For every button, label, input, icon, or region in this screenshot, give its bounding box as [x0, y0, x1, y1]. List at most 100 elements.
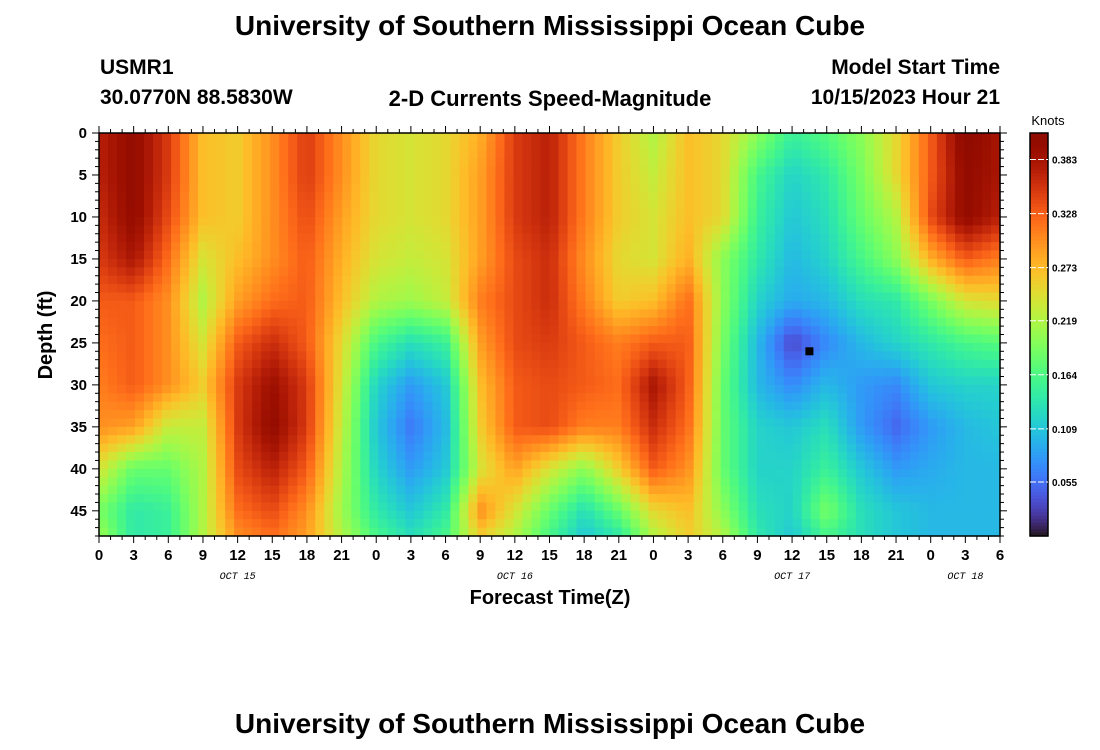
heatmap-cell — [972, 300, 983, 310]
heatmap-cell — [450, 284, 460, 294]
heatmap-cell — [702, 401, 713, 411]
heatmap-cell — [837, 149, 848, 159]
heatmap-cell — [540, 317, 551, 327]
heatmap-cell — [936, 208, 947, 218]
heatmap-cell — [126, 342, 136, 352]
heatmap-cell — [522, 133, 533, 142]
heatmap-cell — [603, 317, 614, 327]
heatmap-cell — [477, 258, 488, 268]
heatmap-cell — [396, 452, 406, 462]
heatmap-cell — [396, 317, 406, 327]
heatmap-cell — [603, 485, 614, 495]
heatmap-cell — [117, 384, 127, 394]
heatmap-cell — [342, 317, 352, 327]
heatmap-cell — [702, 384, 713, 394]
heatmap-cell — [603, 342, 614, 352]
heatmap-cell — [153, 309, 163, 319]
heatmap-cell — [765, 527, 776, 537]
heatmap-cell — [873, 191, 884, 201]
heatmap-cell — [387, 208, 397, 218]
heatmap-cell — [954, 527, 965, 537]
heatmap-cell — [981, 200, 992, 210]
heatmap-cell — [972, 216, 983, 226]
heatmap-cell — [936, 393, 947, 403]
heatmap-cell — [900, 133, 911, 142]
heatmap-cell — [342, 510, 352, 520]
heatmap-cell — [882, 443, 893, 453]
heatmap-cell — [549, 250, 560, 260]
heatmap-cell — [675, 141, 686, 151]
heatmap-cell — [765, 200, 776, 210]
heatmap-cell — [657, 351, 668, 361]
heatmap-cell — [576, 208, 587, 218]
heatmap-cell — [135, 494, 145, 504]
heatmap-cell — [828, 460, 839, 470]
heatmap-cell — [216, 174, 226, 184]
heatmap-cell — [405, 200, 415, 210]
heatmap-cell — [369, 485, 379, 495]
heatmap-cell — [162, 435, 172, 445]
heatmap-cell — [549, 368, 560, 378]
heatmap-cell — [342, 351, 352, 361]
heatmap-cell — [765, 410, 776, 420]
heatmap-cell — [801, 174, 812, 184]
heatmap-cell — [729, 494, 740, 504]
heatmap-cell — [882, 225, 893, 235]
heatmap-cell — [864, 133, 875, 142]
heatmap-cell — [126, 250, 136, 260]
heatmap-cell — [945, 527, 956, 537]
heatmap-cell — [819, 174, 830, 184]
heatmap-cell — [549, 133, 560, 142]
heatmap-cell — [927, 317, 938, 327]
heatmap-cell — [207, 418, 217, 428]
heatmap-cell — [387, 460, 397, 470]
heatmap-cell — [792, 443, 803, 453]
heatmap-cell — [396, 242, 406, 252]
heatmap-cell — [405, 393, 415, 403]
heatmap-cell — [846, 393, 857, 403]
heatmap-cell — [864, 351, 875, 361]
heatmap-cell — [459, 384, 470, 394]
heatmap-cell — [783, 410, 794, 420]
heatmap-cell — [441, 334, 451, 344]
heatmap-cell — [180, 225, 190, 235]
heatmap-cell — [900, 443, 911, 453]
heatmap-cell — [900, 359, 911, 369]
station-id: USMR1 — [100, 56, 174, 79]
heatmap-cell — [99, 250, 109, 260]
heatmap-cell — [234, 519, 244, 529]
heatmap-cell — [747, 468, 758, 478]
heatmap-cell — [864, 443, 875, 453]
heatmap-cell — [477, 233, 488, 243]
heatmap-cell — [468, 477, 479, 487]
heatmap-cell — [189, 317, 199, 327]
heatmap-cell — [225, 401, 235, 411]
heatmap-cell — [621, 141, 632, 151]
heatmap-cell — [990, 317, 1001, 327]
heatmap-cell — [738, 258, 749, 268]
heatmap-cell — [180, 410, 190, 420]
heatmap-cell — [927, 267, 938, 277]
heatmap-cell — [234, 258, 244, 268]
heatmap-cell — [342, 527, 352, 537]
heatmap-cell — [540, 351, 551, 361]
heatmap-cell — [432, 133, 442, 142]
heatmap-cell — [873, 393, 884, 403]
heatmap-cell — [558, 527, 569, 537]
heatmap-cell — [441, 174, 451, 184]
heatmap-cell — [243, 410, 253, 420]
heatmap-cell — [684, 225, 695, 235]
heatmap-cell — [405, 468, 415, 478]
heatmap-cell — [135, 359, 145, 369]
heatmap-cell — [459, 317, 470, 327]
heatmap-cell — [585, 527, 596, 537]
heatmap-cell — [225, 233, 235, 243]
heatmap-cell — [549, 309, 560, 319]
heatmap-cell — [990, 216, 1001, 226]
heatmap-cell — [99, 284, 109, 294]
heatmap-cell — [504, 393, 515, 403]
heatmap-cell — [117, 267, 127, 277]
heatmap-cell — [891, 485, 902, 495]
heatmap-cell — [342, 292, 352, 302]
heatmap-cell — [990, 401, 1001, 411]
